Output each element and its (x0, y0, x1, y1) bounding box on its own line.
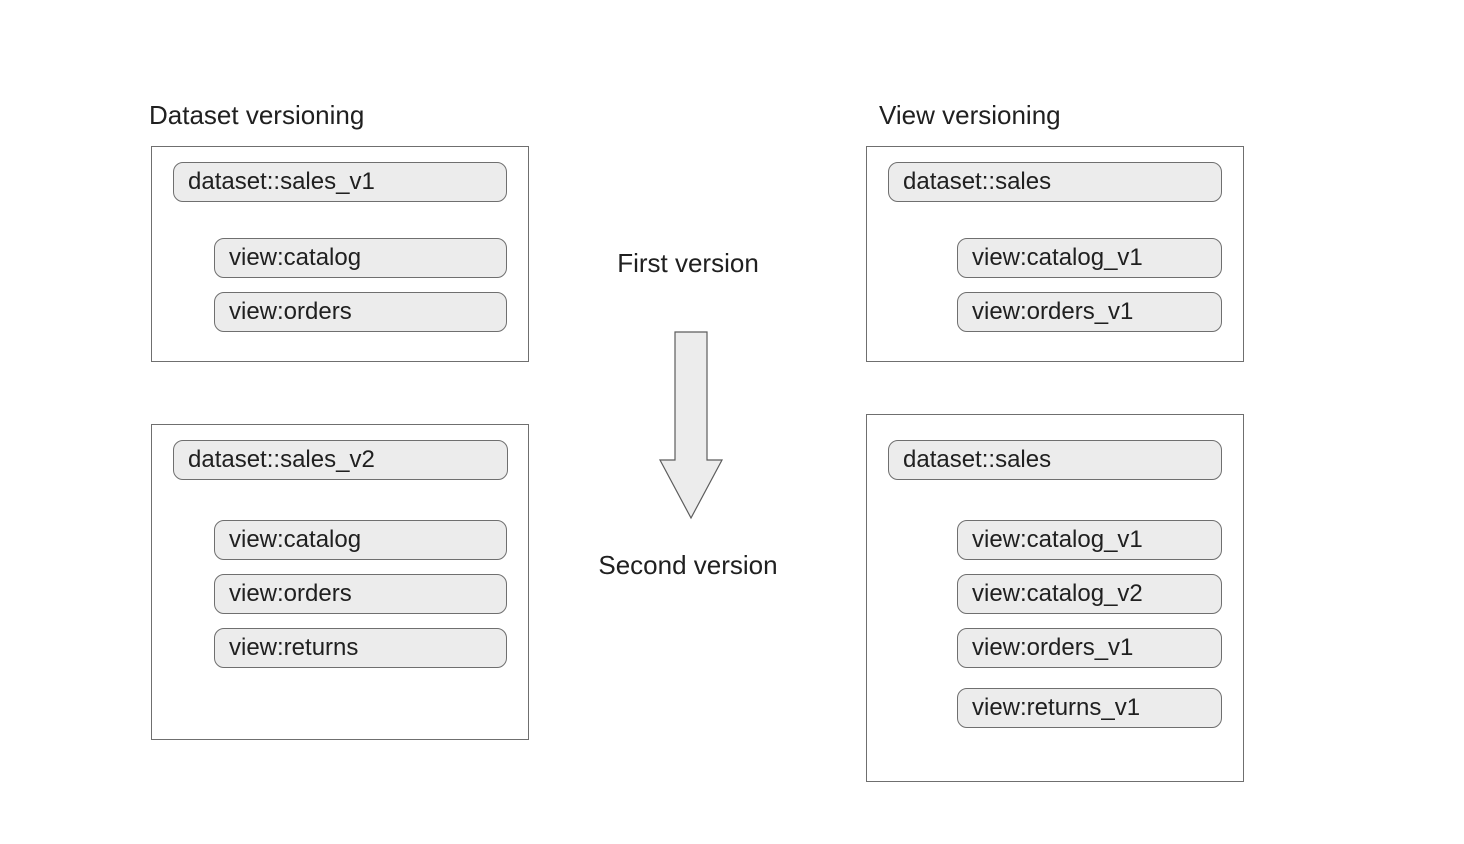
label-second-version: Second version (558, 550, 818, 581)
pill-view: view:returns_v1 (957, 688, 1222, 728)
pill-view: view:orders_v1 (957, 628, 1222, 668)
pill-dataset-title: dataset::sales_v2 (173, 440, 508, 480)
diagram-stage: Dataset versioning View versioning First… (0, 0, 1464, 844)
pill-dataset-title: dataset::sales_v1 (173, 162, 507, 202)
pill-view: view:catalog_v1 (957, 238, 1222, 278)
pill-dataset-title: dataset::sales (888, 440, 1222, 480)
heading-dataset-versioning: Dataset versioning (149, 100, 364, 131)
pill-view: view:orders (214, 574, 507, 614)
pill-view: view:catalog (214, 238, 507, 278)
pill-dataset-title: dataset::sales (888, 162, 1222, 202)
label-first-version: First version (558, 248, 818, 279)
heading-view-versioning: View versioning (879, 100, 1061, 131)
pill-view: view:catalog_v2 (957, 574, 1222, 614)
pill-view: view:orders_v1 (957, 292, 1222, 332)
pill-view: view:orders (214, 292, 507, 332)
pill-view: view:returns (214, 628, 507, 668)
arrow-down-icon (658, 330, 724, 520)
pill-view: view:catalog_v1 (957, 520, 1222, 560)
pill-view: view:catalog (214, 520, 507, 560)
